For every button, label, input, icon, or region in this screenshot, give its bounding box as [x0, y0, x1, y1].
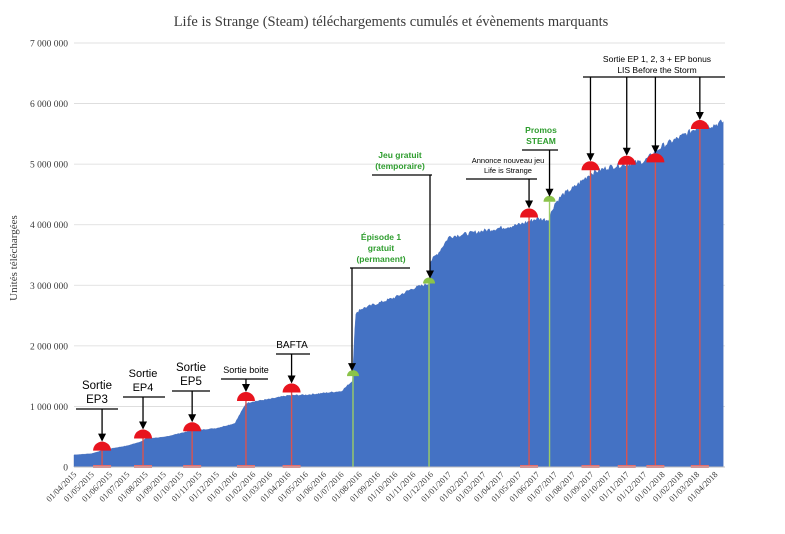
- annotations: Sortie EP3 Sortie EP4 Sortie EP5 Sortie boite B…: [76, 54, 725, 442]
- annotation-arrow-head: [188, 414, 197, 423]
- chart-title: Life is Strange (Steam) téléchargements …: [174, 14, 609, 30]
- annotation-text: (temporaire): [375, 161, 425, 171]
- free-event-marker: [423, 277, 436, 284]
- annotation-arrow-head: [348, 363, 356, 372]
- release-event-marker: [520, 208, 539, 218]
- y-tick-label: 2 000 000: [30, 342, 68, 352]
- release-event-marker: [617, 155, 636, 165]
- release-event-marker: [690, 120, 709, 130]
- release-event-marker: [93, 441, 112, 451]
- release-event-marker: [134, 429, 153, 439]
- gridlines: [74, 42, 725, 407]
- annotation-text: gratuit: [368, 243, 395, 253]
- annotation-text: (permanent): [356, 254, 405, 264]
- annotation-arrow-head: [545, 188, 554, 197]
- annotation-text: STEAM: [526, 136, 556, 146]
- release-event-marker: [236, 391, 255, 401]
- annotation-arrow-head: [98, 433, 107, 442]
- y-tick-label: 5 000 000: [30, 161, 68, 171]
- release-event-marker: [581, 161, 600, 171]
- y-tick-label: 0: [63, 464, 68, 474]
- free-event-marker: [347, 370, 359, 377]
- group-annotation-text: Sortie EP 1, 2, 3 + EP bonus: [603, 54, 711, 64]
- group-annotation-text: LIS Before the Storm: [617, 65, 696, 75]
- annotation-text: Sortie boite: [223, 365, 269, 375]
- y-tick-label: 3 000 000: [30, 282, 68, 292]
- annotation-arrow-head: [241, 383, 250, 392]
- release-event-marker: [282, 383, 301, 393]
- annotation-arrow-head: [525, 200, 534, 209]
- group-annotation-arrow-head: [622, 147, 631, 156]
- annotation-text: EP3: [86, 394, 108, 406]
- annotation-text: Sortie: [129, 368, 158, 380]
- y-tick-label: 7 000 000: [30, 40, 68, 50]
- annotation-arrow-head: [287, 375, 296, 384]
- annotation-text: Épisode 1: [361, 232, 401, 242]
- annotation-text: Sortie: [82, 380, 112, 392]
- annotation-arrow-head: [139, 421, 148, 430]
- annotation-text: Jeu gratuit: [378, 150, 422, 160]
- y-tick-label: 4 000 000: [30, 221, 68, 231]
- group-annotation-arrow-head: [651, 145, 660, 154]
- annotation-text: EP4: [133, 382, 154, 394]
- group-annotation-arrow-head: [586, 153, 595, 162]
- y-tick-label: 6 000 000: [30, 100, 68, 110]
- release-event-marker: [646, 153, 665, 163]
- annotation-text: Promos: [525, 125, 557, 135]
- annotation-text: EP5: [180, 376, 202, 388]
- release-event-marker: [183, 422, 202, 432]
- plot-area: [73, 119, 724, 468]
- annotation-text: Sortie: [176, 362, 206, 374]
- annotation-text: Life is Strange: [484, 166, 532, 175]
- group-annotation-arrow-head: [695, 112, 704, 121]
- free-event-marker: [543, 195, 556, 202]
- y-tick-label: 1 000 000: [30, 403, 68, 413]
- y-axis-label: Unités téléchargées: [8, 215, 20, 301]
- cumulative-downloads-area: [73, 119, 724, 468]
- annotation-text: BAFTA: [276, 340, 308, 351]
- annotation-arrow-head: [426, 270, 434, 279]
- annotation-text: Annonce nouveau jeu: [472, 156, 545, 165]
